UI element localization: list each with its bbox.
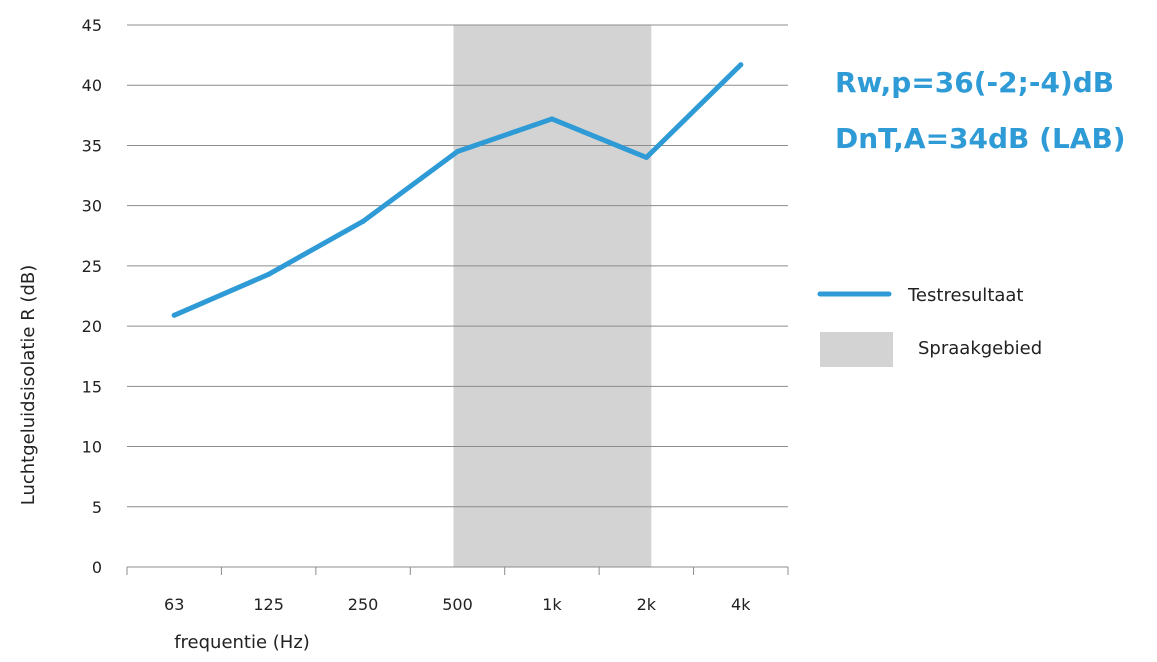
x-tick-label: 500 bbox=[442, 595, 473, 614]
y-tick-label: 5 bbox=[92, 498, 102, 517]
y-tick-label: 10 bbox=[82, 438, 102, 457]
rw-annotation: Rw,p=36(-2;-4)dB bbox=[835, 66, 1115, 99]
data-point bbox=[643, 154, 649, 160]
y-tick-label: 15 bbox=[82, 377, 102, 396]
y-tick-label: 0 bbox=[92, 558, 102, 577]
data-point bbox=[455, 148, 460, 154]
x-tick-label: 250 bbox=[348, 595, 379, 614]
legend-label-testresultaat: Testresultaat bbox=[907, 285, 1024, 306]
data-point bbox=[549, 116, 555, 122]
y-axis-title: Luchtgeluidsisolatie R (dB) bbox=[18, 265, 39, 506]
y-tick-label: 20 bbox=[82, 317, 102, 336]
x-tick-label: 1k bbox=[542, 595, 562, 614]
x-tick-label: 4k bbox=[731, 595, 751, 614]
data-point bbox=[738, 62, 744, 68]
dnta-annotation: DnT,A=34dB (LAB) bbox=[835, 122, 1126, 155]
x-tick-label: 2k bbox=[637, 595, 657, 614]
y-tick-label: 45 bbox=[82, 16, 102, 35]
x-tick-label: 63 bbox=[164, 595, 184, 614]
y-tick-label: 30 bbox=[82, 197, 102, 216]
y-tick-label: 35 bbox=[82, 136, 102, 155]
data-point bbox=[360, 218, 366, 224]
x-tick-label: 125 bbox=[253, 595, 284, 614]
legend-label-spraakgebied: Spraakgebied bbox=[918, 338, 1042, 359]
data-point bbox=[171, 312, 177, 318]
speech-band bbox=[453, 25, 652, 567]
data-point bbox=[266, 271, 272, 277]
legend-band-swatch bbox=[820, 332, 893, 367]
y-tick-label: 25 bbox=[82, 257, 102, 276]
x-axis-title: frequentie (Hz) bbox=[174, 632, 310, 653]
y-tick-label: 40 bbox=[82, 76, 102, 95]
